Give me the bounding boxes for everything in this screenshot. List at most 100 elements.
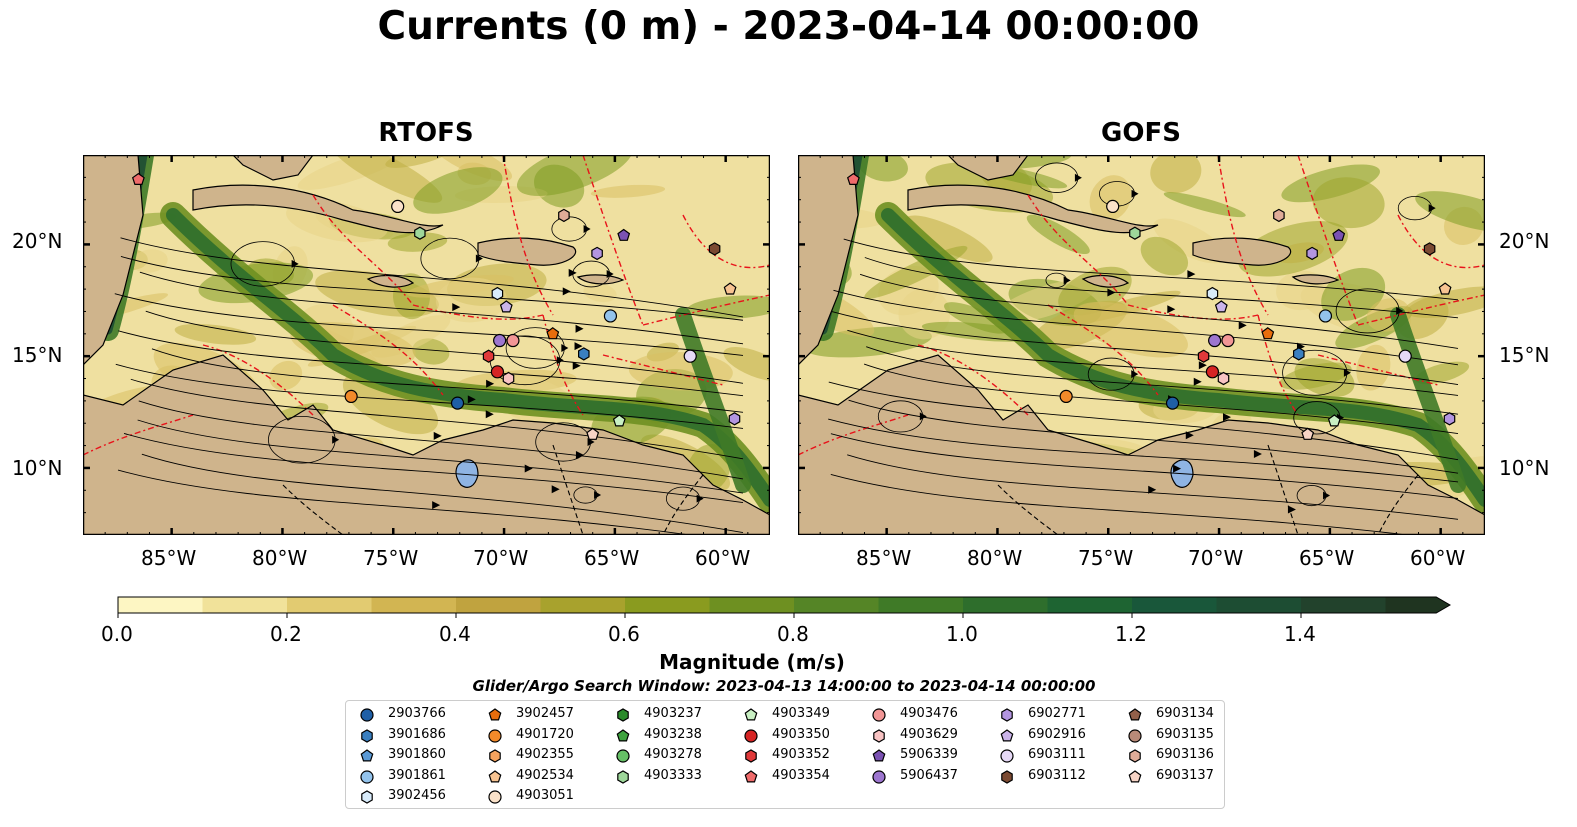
lon-label-60w-gofs: 60°W [1410,546,1466,570]
colorbar-tick: 1.4 [1284,622,1316,646]
legend-marker-6903112 [1001,769,1013,784]
legend-label: 4903352 [772,747,830,762]
lat-label-15n-left: 15°N [12,343,63,367]
float-marker-3902457 [546,327,560,340]
colorbar-tick: 0.4 [439,622,471,646]
legend-marker-4903349 [744,708,758,721]
legend-marker-4903278 [616,749,630,763]
float-marker-3901861 [603,309,618,323]
panel-title-rtofs: RTOFS [378,118,474,148]
float-marker-6902916 [1214,300,1228,313]
float-marker-4903349 [612,414,626,427]
float-marker-4903354 [846,172,860,185]
legend-marker-icon [360,769,374,784]
legend-label: 6903136 [1156,747,1214,762]
lon-label-80w-gofs: 80°W [967,546,1023,570]
legend-label: 5906437 [900,767,958,783]
colorbar-label: Magnitude (m/s) [659,650,845,674]
lat-label-10n-right: 10°N [1499,456,1550,480]
legend-label: 6903112 [1028,767,1086,783]
float-marker-5906437 [493,333,507,348]
float-marker-6902771 [728,412,741,426]
legend-marker-4903237 [617,708,629,722]
colorbar-tick: 1.0 [946,622,978,646]
float-marker-5906437 [1208,333,1222,348]
legend-marker-4902534 [488,769,502,782]
legend-label: 6902771 [1028,706,1086,721]
legend-marker-4903238 [616,728,630,741]
legend-marker-icon [488,790,502,804]
map-panel-gofs [798,155,1485,535]
colorbar [117,596,1451,618]
legend-marker-icon [616,728,630,741]
colorbar-tick: 0.6 [608,622,640,646]
float-marker-6903112 [1423,242,1436,256]
legend-marker-icon [616,749,630,763]
float-marker-5906339 [1332,228,1346,241]
colorbar-tick: 1.2 [1115,622,1147,646]
lon-label-70w-rtofs: 70°W [473,546,529,570]
lat-label-15n-right: 15°N [1499,343,1550,367]
legend-marker-icon [1001,769,1013,784]
legend-marker-4903051 [488,790,502,804]
legend-label: 4903476 [900,706,958,721]
legend-marker-3901860 [360,749,374,762]
legend-marker-icon [1128,708,1142,721]
float-marker-4903352 [482,349,495,363]
float-marker-4903349 [1327,414,1341,427]
float-marker-4902534 [723,282,737,295]
legend-marker-6902916 [1000,728,1014,741]
float-marker-6902771 [1306,246,1318,261]
float-marker-4903333 [414,226,426,240]
legend-label: 4903349 [772,706,830,721]
legend-marker-icon [489,749,501,763]
legend-label: 4903333 [644,767,702,783]
legend: 2903766 3901686 3901860 3901861 3902456 39024… [345,700,1225,809]
legend-marker-6902771 [1001,708,1013,722]
legend-label: 4902355 [516,747,574,762]
legend-label: 6903134 [1156,706,1214,721]
legend-label: 3902457 [516,706,574,721]
legend-marker-3901686 [361,728,373,743]
legend-label: 4903051 [516,788,574,803]
float-marker-4903354 [131,172,145,185]
float-marker-6903112 [708,242,721,256]
lon-label-80w-rtofs: 80°W [252,546,308,570]
lon-label-75w-gofs: 75°W [1078,546,1134,570]
float-marker-3901686 [1293,347,1305,361]
float-marker-6902771 [591,246,603,261]
legend-label: 4903350 [772,726,830,742]
legend-marker-icon [744,708,758,721]
legend-marker-icon [1128,728,1142,743]
legend-marker-5906437 [872,769,886,784]
legend-label: 3901861 [388,767,446,783]
lon-label-65w-rtofs: 65°W [584,546,640,570]
float-marker-3902456 [1206,286,1219,301]
legend-label: 4902534 [516,767,574,783]
float-marker-6903111 [1398,349,1412,363]
lon-label-60w-rtofs: 60°W [695,546,751,570]
lon-label-65w-gofs: 65°W [1299,546,1355,570]
legend-marker-icon [872,769,886,784]
float-marker-6902916 [499,300,513,313]
float-marker-2903766 [1165,396,1180,410]
float-marker-4901720 [344,389,358,404]
legend-marker-icon [488,769,502,782]
legend-label: 3902456 [388,788,446,803]
float-marker-4902534 [1438,282,1452,295]
legend-label: 6903137 [1156,767,1214,783]
float-marker-6903137 [586,427,600,440]
lat-label-20n-left: 20°N [12,229,63,253]
map-panel-rtofs [83,155,770,535]
float-marker-2903766 [450,396,465,410]
legend-marker-icon [1000,749,1014,763]
chart-title: Currents (0 m) - 2023-04-14 00:00:00 [377,4,1200,49]
legend-marker-6903134 [1128,708,1142,721]
legend-marker-icon [873,728,885,743]
legend-marker-4903333 [617,769,629,784]
legend-marker-6903137 [1128,769,1142,782]
legend-label: 4903629 [900,726,958,742]
legend-label: 3901860 [388,747,446,762]
legend-marker-icon [488,708,502,721]
float-marker-4903352 [1197,349,1210,363]
